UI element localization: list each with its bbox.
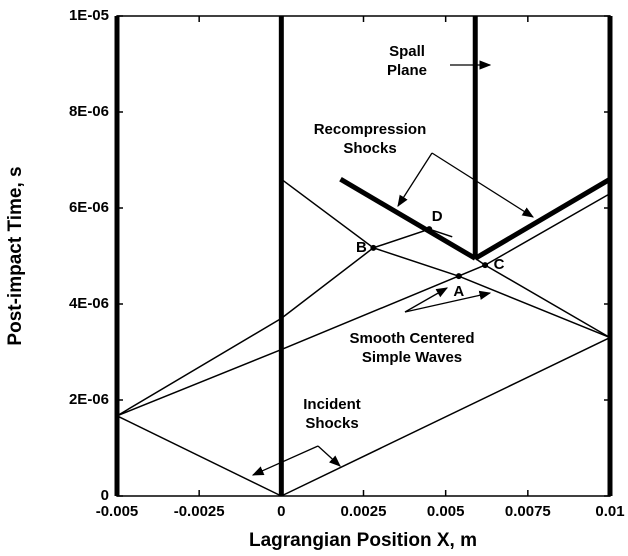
annotation: Smooth Centered [349, 330, 474, 347]
x-tick-label: -0.0025 [174, 503, 225, 520]
annotation: Simple Waves [362, 349, 462, 366]
annotation: Incident [303, 396, 361, 413]
annotation: Plane [387, 62, 427, 79]
annotation-arrows [251, 60, 534, 476]
x-tick-label: 0.01 [595, 503, 624, 520]
point-label: B [356, 239, 367, 256]
y-tick-label: 4E-06 [69, 295, 109, 312]
wave-path [116, 192, 611, 417]
x-tick-label: 0.0075 [505, 503, 551, 520]
wave-path [280, 178, 611, 339]
wave-path [116, 415, 282, 497]
x-tick-label: 0 [277, 503, 285, 520]
point [482, 262, 489, 269]
point-label: D [432, 208, 443, 225]
annotation: Shocks [343, 140, 396, 157]
point [426, 226, 433, 233]
y-tick-label: 6E-06 [69, 199, 109, 216]
plot-area [114, 16, 613, 497]
point-label: C [494, 256, 505, 273]
x-tick-label: 0.0025 [341, 503, 387, 520]
wave-path [281, 336, 611, 497]
x-tick-label: 0.005 [427, 503, 465, 520]
point [455, 273, 462, 280]
y-tick-label: 8E-06 [69, 103, 109, 120]
y-axis-label: Post-impact Time, s [5, 166, 26, 345]
annotation: Spall [389, 43, 425, 60]
point-label: A [453, 283, 464, 300]
y-tick-label: 1E-05 [69, 7, 109, 24]
recompression-shock [339, 177, 477, 261]
x-axis-label: Lagrangian Position X, m [249, 530, 477, 551]
point [370, 244, 377, 251]
recompression-shock [473, 177, 612, 261]
annotation: Shocks [305, 415, 358, 432]
annotation: Recompression [314, 121, 427, 138]
y-tick-label: 0 [101, 487, 109, 504]
x-tick-label: -0.005 [96, 503, 139, 520]
y-tick-label: 2E-06 [69, 391, 109, 408]
